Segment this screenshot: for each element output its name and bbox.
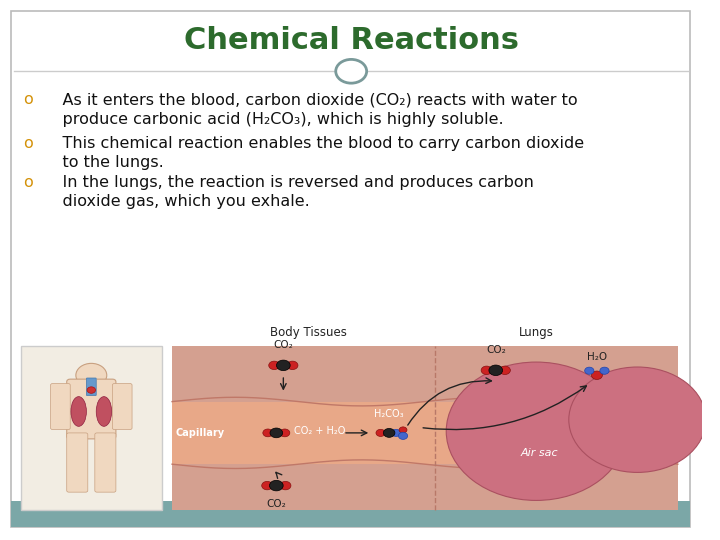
Bar (172, 346, 678, 510)
Circle shape (500, 366, 510, 375)
Text: to the lungs.: to the lungs. (42, 154, 164, 170)
Text: o: o (23, 136, 33, 151)
Circle shape (446, 362, 626, 501)
Circle shape (336, 59, 366, 83)
Text: This chemical reaction enables the blood to carry carbon dioxide: This chemical reaction enables the blood… (42, 136, 584, 151)
Text: Capillary: Capillary (176, 428, 225, 438)
Text: CO₂ + H₂O: CO₂ + H₂O (294, 426, 346, 436)
Circle shape (489, 365, 503, 376)
Text: As it enters the blood, carbon dioxide (CO₂) reacts with water to: As it enters the blood, carbon dioxide (… (42, 92, 577, 107)
Text: Chemical Reactions: Chemical Reactions (184, 26, 518, 55)
Text: H₂O: H₂O (587, 352, 607, 362)
Text: o: o (23, 175, 33, 190)
Circle shape (481, 366, 492, 375)
FancyBboxPatch shape (11, 11, 690, 526)
FancyBboxPatch shape (67, 433, 88, 492)
FancyBboxPatch shape (95, 433, 116, 492)
Circle shape (585, 367, 594, 374)
Bar (172, 402, 678, 464)
Circle shape (276, 360, 290, 370)
FancyBboxPatch shape (67, 379, 116, 439)
Circle shape (269, 361, 279, 369)
FancyBboxPatch shape (21, 346, 161, 510)
Circle shape (270, 428, 283, 438)
Circle shape (600, 367, 609, 374)
Circle shape (399, 427, 407, 433)
FancyBboxPatch shape (112, 383, 132, 430)
Circle shape (383, 428, 395, 437)
Text: In the lungs, the reaction is reversed and produces carbon: In the lungs, the reaction is reversed a… (42, 175, 534, 190)
Circle shape (269, 481, 283, 491)
Circle shape (261, 481, 273, 490)
Circle shape (76, 363, 107, 387)
Bar (11, 501, 690, 526)
Text: produce carbonic acid (H₂CO₃), which is highly soluble.: produce carbonic acid (H₂CO₃), which is … (42, 112, 504, 127)
Text: Lungs: Lungs (519, 326, 554, 339)
Text: Body Tissues: Body Tissues (270, 326, 347, 339)
Text: dioxide gas, which you exhale.: dioxide gas, which you exhale. (42, 194, 310, 209)
Text: CO₂: CO₂ (486, 345, 505, 355)
Circle shape (287, 361, 298, 369)
Circle shape (280, 481, 291, 490)
FancyBboxPatch shape (50, 383, 71, 430)
Ellipse shape (96, 396, 112, 427)
Text: H₂CO₃: H₂CO₃ (374, 409, 403, 420)
Bar (86, 374, 97, 383)
Text: Air sac: Air sac (521, 448, 559, 458)
Circle shape (591, 371, 603, 380)
Text: o: o (23, 92, 33, 107)
Circle shape (87, 387, 96, 393)
Circle shape (279, 429, 290, 437)
Text: CO₂: CO₂ (266, 499, 286, 509)
Text: CO₂: CO₂ (274, 340, 293, 350)
Circle shape (392, 429, 401, 436)
Circle shape (569, 367, 706, 472)
Ellipse shape (71, 396, 86, 427)
Circle shape (263, 429, 273, 437)
Circle shape (376, 429, 385, 436)
FancyBboxPatch shape (86, 378, 96, 395)
Circle shape (398, 433, 408, 440)
